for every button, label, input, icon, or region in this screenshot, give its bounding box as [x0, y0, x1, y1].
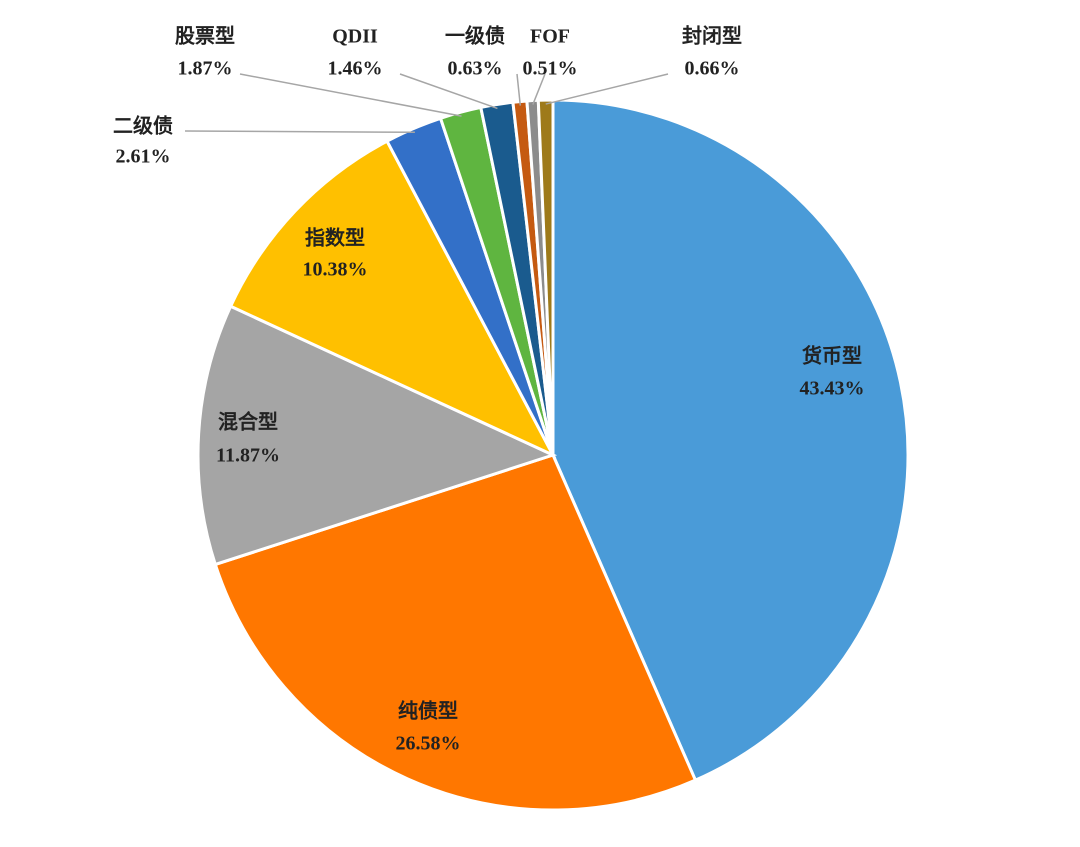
value-label: 2.61%: [116, 146, 171, 168]
value-label: 11.87%: [216, 445, 280, 467]
value-label: 0.63%: [448, 58, 503, 80]
leader-line: [545, 73, 669, 105]
value-label: 0.66%: [685, 58, 740, 80]
pie-slice: [551, 98, 910, 783]
value-label: 26.58%: [396, 733, 461, 755]
slice-label: 纯债型: [398, 699, 458, 723]
slice-label: 二级债: [113, 114, 173, 138]
value-label: 43.43%: [800, 378, 865, 400]
leader-line: [516, 73, 522, 106]
slice-label: 一级债: [445, 24, 505, 48]
pie-slice: [536, 98, 555, 456]
value-label: 1.87%: [178, 58, 233, 80]
leader-line: [532, 73, 546, 105]
value-label: 1.46%: [328, 58, 383, 80]
slice-label: 封闭型: [682, 24, 742, 48]
leader-line: [239, 73, 462, 117]
value-label: 10.38%: [303, 259, 368, 281]
slice-label: 股票型: [175, 25, 235, 48]
slice-label: 货币型: [802, 344, 862, 368]
value-label: 0.51%: [523, 58, 578, 80]
slice-label: 混合型: [218, 410, 278, 434]
slice-label: QDII: [332, 26, 378, 48]
pie-slice: [228, 139, 557, 459]
leader-line: [184, 130, 415, 134]
slice-label: FOF: [530, 26, 570, 48]
slice-label: 指数型: [305, 226, 365, 250]
pie-slice: [213, 453, 698, 812]
leader-line: [399, 73, 498, 110]
pie-slice: [196, 304, 558, 567]
